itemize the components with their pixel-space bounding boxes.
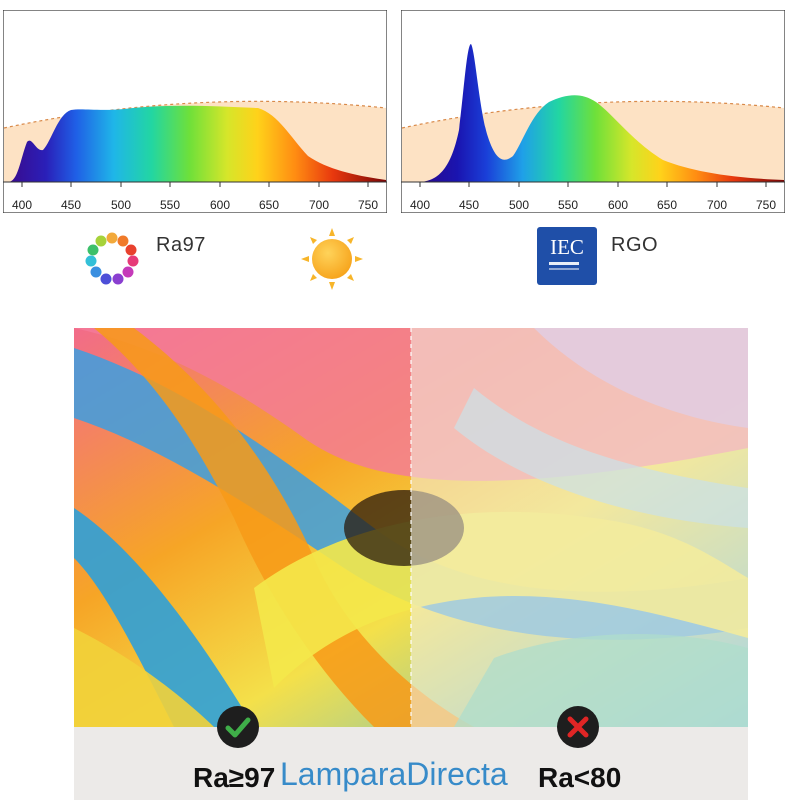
spectrum-plot-right <box>401 10 785 213</box>
comparison-caption-band <box>74 727 748 800</box>
x-tick-label: 500 <box>110 198 132 212</box>
x-tick-label: 700 <box>308 198 330 212</box>
color-wheel-icon <box>85 232 139 285</box>
x-tick-label: 650 <box>656 198 678 212</box>
iec-logo: IEC <box>537 227 597 285</box>
spectrum-curve-ra80 <box>421 44 784 182</box>
daylight-reference-curve <box>3 100 387 129</box>
x-tick-label: 600 <box>607 198 629 212</box>
spectrum-chart-right: 400 450 500 550 600 650 700 750 <box>401 10 785 213</box>
high-cri-label: Ra≥97 <box>193 762 276 793</box>
x-tick-label: 700 <box>706 198 728 212</box>
x-tick-label: 550 <box>557 198 579 212</box>
spectrum-curve-ra97 <box>8 105 386 182</box>
comparison-artwork <box>74 328 748 727</box>
color-rendering-comparison-image <box>74 328 748 727</box>
spectrum-chart-left: 400 450 500 550 600 650 700 750 <box>3 10 387 213</box>
rgo-label: RGO <box>611 234 659 256</box>
x-tick-label: 500 <box>508 198 530 212</box>
daylight-reference-curve <box>401 100 785 129</box>
spectrum-plot-left <box>3 10 387 213</box>
x-tick-label: 750 <box>357 198 379 212</box>
low-cri-wash <box>411 328 748 727</box>
x-ticks <box>419 182 767 187</box>
cross-icon <box>557 706 599 748</box>
sun-icon <box>301 228 363 290</box>
x-tick-label: 400 <box>11 198 33 212</box>
x-tick-label: 650 <box>258 198 280 212</box>
x-ticks <box>21 182 369 187</box>
low-cri-label: Ra<80 <box>538 762 622 793</box>
x-tick-label: 550 <box>159 198 181 212</box>
x-tick-label: 450 <box>458 198 480 212</box>
x-tick-label: 600 <box>209 198 231 212</box>
ra97-label: Ra97 <box>156 234 206 256</box>
x-tick-label: 750 <box>755 198 777 212</box>
check-icon <box>217 706 259 748</box>
iec-logo-text: IEC <box>550 235 584 259</box>
x-tick-label: 450 <box>60 198 82 212</box>
x-tick-label: 400 <box>409 198 431 212</box>
watermark: LamparaDirecta <box>280 756 508 792</box>
